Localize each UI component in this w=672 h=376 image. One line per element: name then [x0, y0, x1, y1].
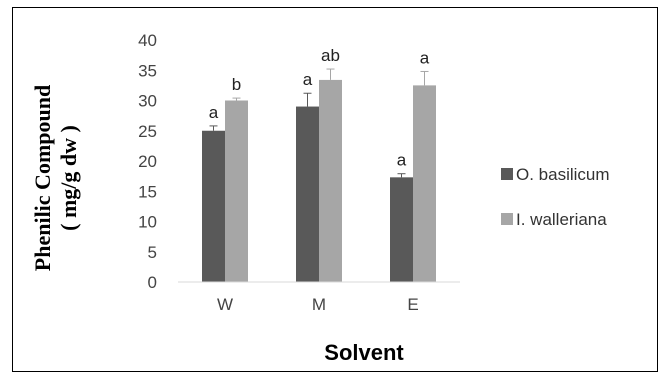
x-tick-label: E: [407, 295, 418, 314]
y-tick-label: 35: [138, 61, 157, 80]
bar: [296, 106, 319, 282]
x-tick-label: W: [217, 295, 233, 314]
legend-swatch-i-walleriana: [501, 213, 513, 225]
bar: [225, 100, 248, 282]
x-tick-label: M: [312, 295, 326, 314]
y-tick-label: 10: [138, 213, 157, 232]
y-tick-label: 30: [138, 92, 157, 111]
significance-label: b: [232, 75, 241, 94]
bar: [413, 85, 436, 282]
y-tick-label: 20: [138, 152, 157, 171]
legend: O. basilicum I. walleriana: [501, 165, 610, 229]
significance-label: a: [303, 70, 313, 89]
y-tick-label: 15: [138, 182, 157, 201]
bar: [390, 177, 413, 282]
significance-label: ab: [321, 46, 340, 65]
significance-label: a: [397, 151, 407, 170]
y-tick-label: 0: [148, 273, 157, 292]
legend-swatch-o-basilicum: [501, 168, 513, 180]
y-axis-title-line1: Phenilic Compound: [30, 85, 55, 271]
bar: [202, 130, 225, 282]
y-tick-label: 40: [138, 31, 157, 50]
significance-label: a: [209, 103, 219, 122]
legend-label-o-basilicum: O. basilicum: [516, 165, 610, 184]
x-axis-title: Solvent: [324, 340, 404, 365]
bar: [319, 79, 342, 283]
significance-label: a: [420, 48, 430, 67]
legend-label-i-walleriana: I. walleriana: [516, 210, 607, 229]
y-tick-label: 5: [148, 243, 157, 262]
y-axis-title-line2: ( mg/g dw ): [56, 125, 81, 231]
y-tick-label: 25: [138, 122, 157, 141]
